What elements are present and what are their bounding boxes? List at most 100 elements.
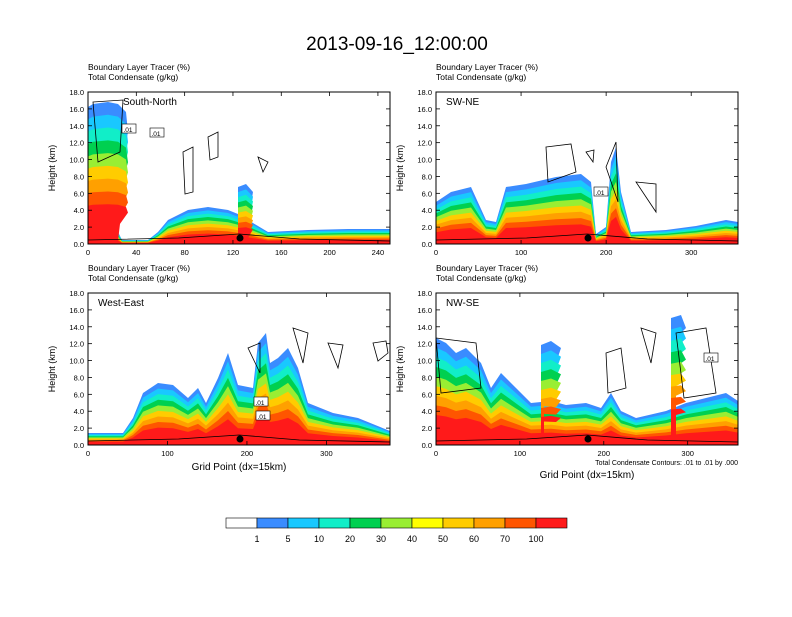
contour-label-box xyxy=(253,396,269,407)
plot-area: .01 xyxy=(436,141,738,244)
tracer-band xyxy=(436,216,738,244)
main-title: 2013-09-16_12:00:00 xyxy=(306,34,488,55)
panel-frame xyxy=(87,91,391,245)
panel-header-condensate: Total Condensate (g/kg) xyxy=(436,273,526,283)
y-tick-label: 4.0 xyxy=(422,407,432,416)
condensate-contour xyxy=(372,340,389,362)
condensate-contour xyxy=(545,143,577,183)
y-tick-label: 2.0 xyxy=(74,424,84,433)
x-tick-label: 300 xyxy=(685,248,698,257)
x-tick-label: 240 xyxy=(372,248,385,257)
y-axis-label: Height (km) xyxy=(47,346,57,393)
tracer-plume xyxy=(671,408,686,445)
panel-west-east: Boundary Layer Tracer (%)Total Condensat… xyxy=(47,263,391,473)
condensate-contour xyxy=(675,327,717,399)
y-tick-label: 12.0 xyxy=(417,139,432,148)
y-tick-label: 0.0 xyxy=(74,240,84,249)
panel-frame xyxy=(87,292,391,446)
panel-direction-label: NW-SE xyxy=(446,298,479,309)
contour-label-box xyxy=(593,186,609,197)
x-tick-label: 100 xyxy=(514,449,527,458)
condensate-contour xyxy=(92,99,124,163)
terrain-line xyxy=(88,434,390,443)
center-point-marker xyxy=(236,234,244,242)
x-tick-label: 100 xyxy=(161,449,174,458)
x-tick-label: 200 xyxy=(241,449,254,458)
condensate-contour xyxy=(635,181,657,214)
y-tick-label: 0.0 xyxy=(422,240,432,249)
y-tick-label: 6.0 xyxy=(74,189,84,198)
y-axis-label: Height (km) xyxy=(395,346,405,393)
center-point-marker xyxy=(584,234,592,242)
panel-header-condensate: Total Condensate (g/kg) xyxy=(88,273,178,283)
y-tick-label: 16.0 xyxy=(69,306,84,315)
contour-label: .01 xyxy=(124,127,133,134)
panel-direction-label: West-East xyxy=(98,298,144,309)
condensate-contour xyxy=(182,146,194,195)
colorbar-label: 30 xyxy=(376,534,386,544)
x-tick-label: 80 xyxy=(180,248,188,257)
x-tick-label: 0 xyxy=(86,449,90,458)
panel-sw-ne: Boundary Layer Tracer (%)Total Condensat… xyxy=(395,62,739,257)
y-tick-label: 18.0 xyxy=(417,289,432,298)
x-tick-label: 0 xyxy=(434,248,438,257)
y-tick-label: 12.0 xyxy=(69,340,84,349)
terrain-line xyxy=(436,233,738,242)
x-tick-label: 0 xyxy=(434,449,438,458)
y-tick-label: 12.0 xyxy=(69,139,84,148)
colorbar-label: 10 xyxy=(314,534,324,544)
colorbar-swatch xyxy=(442,517,475,529)
y-tick-label: 18.0 xyxy=(417,88,432,97)
panel-south-north: Boundary Layer Tracer (%)Total Condensat… xyxy=(47,62,391,257)
y-tick-label: 2.0 xyxy=(422,223,432,232)
contour-label: .01 xyxy=(258,414,267,421)
condensate-contour xyxy=(257,156,269,174)
panel-direction-label: SW-NE xyxy=(446,97,479,108)
colorbar-swatch xyxy=(535,517,568,529)
y-tick-label: 10.0 xyxy=(69,357,84,366)
colorbar-label: 5 xyxy=(285,534,290,544)
y-axis-label: Height (km) xyxy=(395,145,405,192)
contour-footnote: Total Condensate Contours: .01 to .01 by… xyxy=(595,460,738,467)
panel-direction-label: South-North xyxy=(123,97,177,108)
plot-area: .01 .01 xyxy=(88,327,390,445)
y-tick-label: 10.0 xyxy=(69,156,84,165)
x-axis-label: Grid Point (dx=15km) xyxy=(540,470,635,481)
y-axis-label: Height (km) xyxy=(47,145,57,192)
colorbar-label: 70 xyxy=(500,534,510,544)
panel-header-condensate: Total Condensate (g/kg) xyxy=(88,72,178,82)
tracer-band xyxy=(436,415,738,445)
panel-frame xyxy=(435,292,739,446)
colorbar-label: 1 xyxy=(254,534,259,544)
x-tick-label: 300 xyxy=(681,449,694,458)
x-axis-label: Grid Point (dx=15km) xyxy=(192,462,287,473)
panel-header-tracer: Boundary Layer Tracer (%) xyxy=(88,62,190,72)
condensate-contour xyxy=(605,141,619,203)
tracer-plume xyxy=(541,415,561,445)
colorbar-label: 40 xyxy=(407,534,417,544)
x-tick-label: 0 xyxy=(86,248,90,257)
tracer-band xyxy=(88,413,390,445)
panel-header-tracer: Boundary Layer Tracer (%) xyxy=(436,263,538,273)
y-tick-label: 8.0 xyxy=(422,373,432,382)
y-tick-label: 8.0 xyxy=(74,172,84,181)
x-tick-label: 200 xyxy=(323,248,336,257)
condensate-contour xyxy=(292,327,309,364)
contour-label-box xyxy=(121,123,137,134)
condensate-contour xyxy=(605,347,627,394)
contour-label: .01 xyxy=(706,356,715,363)
y-tick-label: 4.0 xyxy=(422,206,432,215)
colorbar-swatch xyxy=(473,517,506,529)
colorbar-swatch xyxy=(318,517,351,529)
colorbar-swatch xyxy=(411,517,444,529)
y-tick-label: 14.0 xyxy=(417,122,432,131)
y-tick-label: 8.0 xyxy=(74,373,84,382)
condensate-contour xyxy=(640,327,657,364)
y-tick-label: 12.0 xyxy=(417,340,432,349)
plot-area: .01 xyxy=(436,315,738,445)
terrain-line xyxy=(88,233,390,242)
colorbar-label: 20 xyxy=(345,534,355,544)
y-tick-label: 8.0 xyxy=(422,172,432,181)
contour-label: .01 xyxy=(256,400,265,407)
